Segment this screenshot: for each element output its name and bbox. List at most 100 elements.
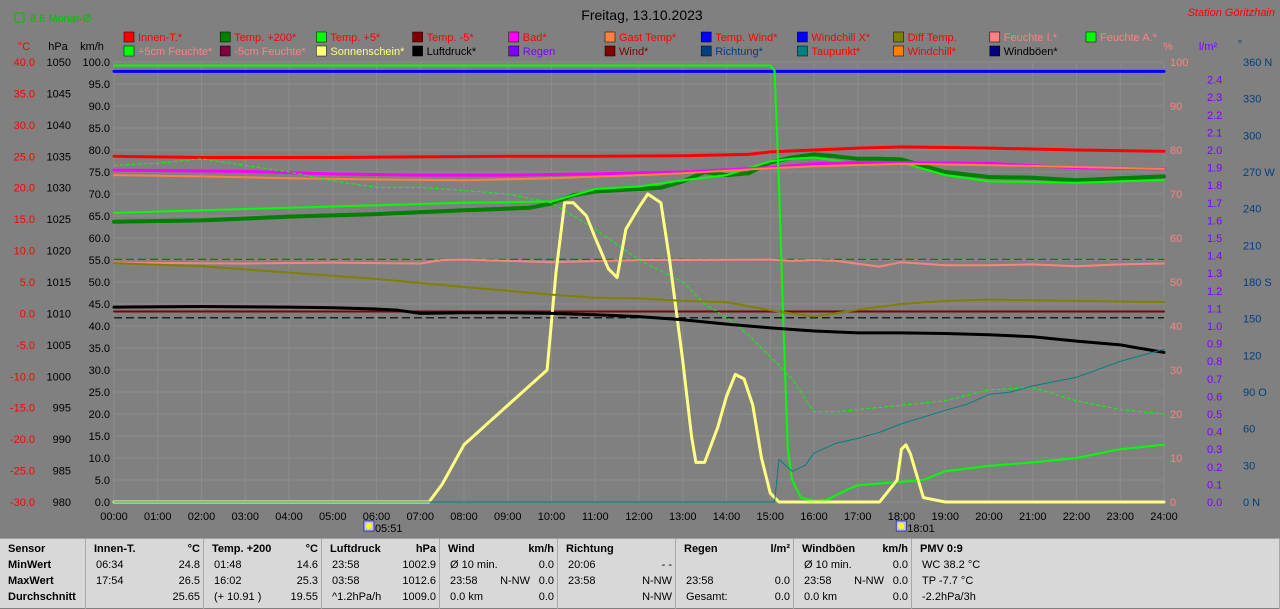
temp-tick-label: 5.0 [20,277,35,289]
legend-swatch [123,45,135,57]
summary-cell-label: 03:58 [332,575,360,587]
series-line-13 [113,262,1165,318]
hpa-tick-label: 980 [53,497,71,509]
x-tick-label: 20:00 [975,511,1003,523]
kmh-tick-label: 25.0 [89,387,110,399]
hpa-tick-label: 1045 [47,88,71,100]
series-line-9 [113,64,1165,502]
hpa-tick-label: 1015 [47,277,71,289]
legend-swatch [219,31,231,43]
pct-tick-label: 40 [1170,321,1182,333]
x-tick-label: 07:00 [406,511,434,523]
summary-cell-value: 0.0 [774,575,790,587]
summary-cell-label: 23:58 [804,575,832,587]
summary-row-label: Sensor [8,543,46,555]
summary-cell-label: 17:54 [96,575,124,587]
kmh-tick-label: 10.0 [89,453,110,465]
summary-cell-value: 25.65 [172,591,200,603]
lm2-tick-label: 1.7 [1207,198,1222,210]
legend-label: -5cm Feuchte* [234,46,306,58]
temp-tick-label: 0.0 [20,308,35,320]
pct-tick-label: 100 [1170,57,1188,69]
kmh-axis-unit: km/h [80,41,104,53]
lm2-tick-label: 1.3 [1207,268,1222,280]
x-tick-label: 12:00 [625,511,653,523]
summary-section-unit: l/m² [770,543,790,555]
x-tick-label: 17:00 [844,511,872,523]
x-tick-label: 08:00 [450,511,478,523]
summary-section-title: PMV 0:9 [920,543,963,555]
chart-title: Freitag, 13.10.2023 [581,7,703,23]
summary-cell-value: 1012.6 [402,575,436,587]
summary-section-unit: °C [187,543,200,555]
summary-row-label: MinWert [8,559,52,571]
legend-label: +5cm Feuchte* [138,46,213,58]
summary-cell-dir: N-NW [854,575,884,587]
x-tick-label: 15:00 [756,511,784,523]
summary-cell-value: N-NW [642,591,672,603]
deg-tick-label: 60 [1243,424,1255,436]
legend-swatch [797,45,808,57]
legend-label: Sonnenschein* [330,46,405,58]
legend-label: Windböen* [1004,46,1059,58]
x-tick-label: 11:00 [582,511,609,523]
legend-label: Windchill X* [811,32,870,44]
hpa-tick-label: 995 [53,403,71,415]
kmh-tick-label: 70.0 [89,189,110,201]
summary-cell-label: 23:58 [332,559,360,571]
summary-cell-value: 1009.0 [402,591,436,603]
lm2-tick-label: 0.9 [1207,339,1222,351]
x-tick-label: 13:00 [669,511,697,523]
summary-cell-value: 0.0 [892,575,908,587]
station-name: Station Göritzhain [1188,7,1275,19]
x-tick-label: 06:00 [363,511,391,523]
hpa-tick-label: 1040 [47,120,71,132]
kmh-tick-label: 60.0 [89,233,110,245]
summary-cell-label: Ø 10 min. [804,559,852,571]
series-line-2 [113,156,1165,214]
sun-icon [898,523,905,529]
x-tick-label: 23:00 [1106,511,1134,523]
lm2-tick-label: 0.0 [1207,497,1222,509]
summary-cell-value: 24.8 [178,559,200,571]
legend-swatch [797,31,808,43]
legend-label: Bad* [523,32,548,44]
lm2-tick-label: 0.4 [1207,427,1222,439]
x-tick-label: 03:00 [231,511,259,523]
sunset-marker: 18:01 [895,520,935,535]
summary-cell-value: 0.0 [892,591,908,603]
legend-swatch [508,31,520,43]
summary-cell-value: 0.0 [892,559,908,571]
lm2-tick-label: 2.4 [1207,75,1222,87]
summary-section: Richtung 20:06 - - 23:58 N-NW N-NW [558,539,676,609]
x-tick-label: 16:00 [800,511,828,523]
summary-section: Temp. +200 °C 01:48 14.6 16:02 25.3 (+ 10.91 )… [204,539,322,609]
summary-row-labels: Sensor MinWert MaxWert Durchschnitt [0,539,86,609]
legend-swatch [412,45,423,57]
kmh-tick-label: 50.0 [89,277,110,289]
temp-axis-unit: °C [18,41,30,53]
legend-label: Feuchte A.* [1100,32,1158,44]
lm2-tick-label: 1.0 [1207,321,1222,333]
temp-tick-label: -15.0 [10,403,35,415]
legend-label: Temp. +5* [330,32,381,44]
summary-cell-value: N-NW [642,575,672,587]
legend-label: Wind* [619,46,649,58]
x-tick-label: 01:00 [144,511,172,523]
summary-cell-label: WC 38.2 °C [922,559,981,571]
x-tick-label: 24:00 [1150,511,1178,523]
deg-tick-label: 120 [1243,350,1261,362]
lm2-axis-unit: l/m² [1199,41,1218,53]
lm2-tick-label: 0.6 [1207,391,1222,403]
legend-swatch [123,31,135,43]
deg-tick-label: 180 S [1243,277,1272,289]
summary-cell-value: 14.6 [296,559,318,571]
legend-swatch [989,45,1001,57]
summary-section-title: Innen-T. [94,543,136,555]
legend-label: Regen [523,46,555,58]
x-tick-label: 14:00 [713,511,741,523]
summary-section-title: Richtung [566,543,614,555]
summary-cell-value: - - [661,559,672,571]
summary-cell-label: 23:58 [568,575,596,587]
